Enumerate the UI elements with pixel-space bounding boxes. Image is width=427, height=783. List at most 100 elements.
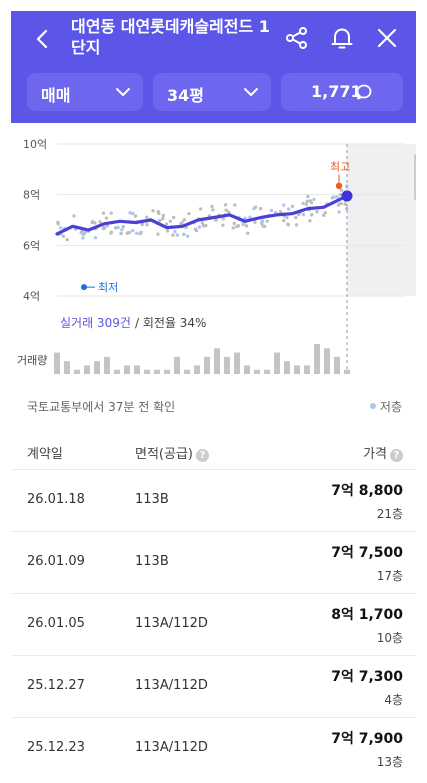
row-price: 8억 1,700 xyxy=(331,607,403,623)
y-tick-label: 4억 xyxy=(23,290,40,303)
transaction-dot xyxy=(182,218,187,222)
transaction-dot xyxy=(246,231,250,235)
transaction-dot xyxy=(168,219,172,223)
transaction-dot xyxy=(227,210,231,214)
transaction-dot xyxy=(221,223,225,227)
transaction-dot xyxy=(282,219,286,223)
chart-scrollbar[interactable] xyxy=(414,154,416,200)
legend-label: 저층 xyxy=(379,400,402,414)
table-row[interactable]: 25.12.23 113A/112D 7억 7,900 13층 xyxy=(11,717,416,779)
transaction-dot xyxy=(158,218,162,222)
volume-bar xyxy=(84,365,90,374)
help-icon[interactable]: ? xyxy=(195,449,209,462)
help-icon[interactable]: ? xyxy=(390,449,403,462)
transaction-dot xyxy=(287,207,291,211)
volume-bar xyxy=(224,356,230,374)
transaction-dot xyxy=(290,204,294,208)
transaction-count: 실거래 309건 xyxy=(60,316,131,330)
transaction-dot xyxy=(269,208,274,213)
transaction-dot xyxy=(182,232,186,236)
transaction-dot xyxy=(109,211,113,215)
max-label: 최고 xyxy=(330,161,350,174)
table-row[interactable]: 25.12.27 113A/112D 7억 7,300 4층 xyxy=(11,655,416,717)
transaction-dot xyxy=(165,229,170,233)
table-row[interactable]: 26.01.18 113B 7억 8,800 21층 xyxy=(11,469,416,531)
transaction-dot xyxy=(306,194,310,199)
table-row[interactable]: 26.01.05 113A/112D 8억 1,700 10층 xyxy=(11,593,416,655)
transaction-dot xyxy=(120,228,124,232)
share-icon[interactable] xyxy=(284,25,310,51)
table-row[interactable]: 26.01.09 113B 7억 7,500 17층 xyxy=(11,531,416,593)
volume-bar xyxy=(304,365,310,374)
chat-bubble-icon xyxy=(356,84,372,100)
bell-icon[interactable] xyxy=(329,25,355,51)
transaction-dot xyxy=(105,224,109,228)
transaction-dot xyxy=(131,212,135,216)
transaction-dot xyxy=(83,231,87,235)
transaction-dot xyxy=(343,202,347,206)
transaction-dot xyxy=(214,218,218,222)
transaction-dot xyxy=(340,188,344,192)
transaction-dot xyxy=(59,226,63,230)
volume-bar xyxy=(274,352,280,374)
row-date: 26.01.18 xyxy=(27,492,85,507)
transaction-dot xyxy=(161,213,165,218)
row-floor: 21층 xyxy=(376,507,403,521)
transaction-dot xyxy=(297,212,301,217)
volume-bar xyxy=(164,369,170,374)
volume-label: 거래량 xyxy=(17,354,47,367)
transaction-dot xyxy=(223,203,228,207)
transaction-dot xyxy=(261,224,265,228)
volume-bar xyxy=(134,365,140,374)
transaction-dot xyxy=(211,208,215,212)
transaction-dot xyxy=(224,208,228,212)
comments-button[interactable]: 1,771 xyxy=(281,73,403,111)
transaction-dot xyxy=(345,207,349,211)
volume-bar xyxy=(124,365,130,374)
transaction-dot xyxy=(248,215,252,219)
volume-bar xyxy=(114,369,120,374)
transaction-dot xyxy=(309,201,314,205)
transaction-dot xyxy=(198,207,203,211)
transaction-dot xyxy=(109,230,113,234)
close-icon[interactable] xyxy=(374,25,400,51)
header-price: 가격? xyxy=(363,443,403,462)
transaction-dot xyxy=(253,220,257,224)
transaction-dot xyxy=(121,225,125,229)
size-dropdown[interactable]: 34평 xyxy=(153,73,271,111)
volume-bar xyxy=(104,356,110,374)
volume-bar xyxy=(264,369,270,374)
volume-bar xyxy=(284,361,290,374)
transaction-dot xyxy=(156,210,160,214)
header: 대연동 대연롯데캐슬레전드 1단지 매매 34평 xyxy=(11,11,416,123)
transaction-dot xyxy=(133,214,138,218)
turnover-rate: / 회전율 34% xyxy=(135,316,206,330)
volume-bar xyxy=(204,356,210,374)
transaction-dot xyxy=(259,207,263,211)
transaction-dot xyxy=(243,216,247,220)
volume-bar xyxy=(94,361,100,374)
transaction-dot xyxy=(127,230,132,235)
size-value: 34평 xyxy=(167,86,204,105)
back-icon[interactable] xyxy=(31,27,55,51)
floor-legend: 저층 xyxy=(369,398,402,415)
transaction-dot xyxy=(236,224,240,228)
trade-type-dropdown[interactable]: 매매 xyxy=(27,73,143,111)
complex-title: 대연동 대연롯데캐슬레전드 1단지 xyxy=(71,17,270,57)
transaction-dot xyxy=(305,199,309,203)
transaction-dot xyxy=(204,223,208,228)
row-date: 26.01.05 xyxy=(27,616,85,631)
volume-bar xyxy=(64,361,70,374)
transaction-dot xyxy=(93,236,98,240)
transaction-dot xyxy=(285,216,289,220)
transaction-dot xyxy=(282,203,286,207)
transaction-dot xyxy=(131,229,135,233)
transaction-dot xyxy=(171,233,175,237)
transaction-dot xyxy=(128,211,132,215)
transaction-dot xyxy=(210,204,214,209)
y-tick-label: 8억 xyxy=(23,189,40,202)
transaction-dot xyxy=(322,213,326,217)
row-area: 113A/112D xyxy=(135,740,208,755)
header-area-label: 면적(공급) xyxy=(135,447,193,462)
